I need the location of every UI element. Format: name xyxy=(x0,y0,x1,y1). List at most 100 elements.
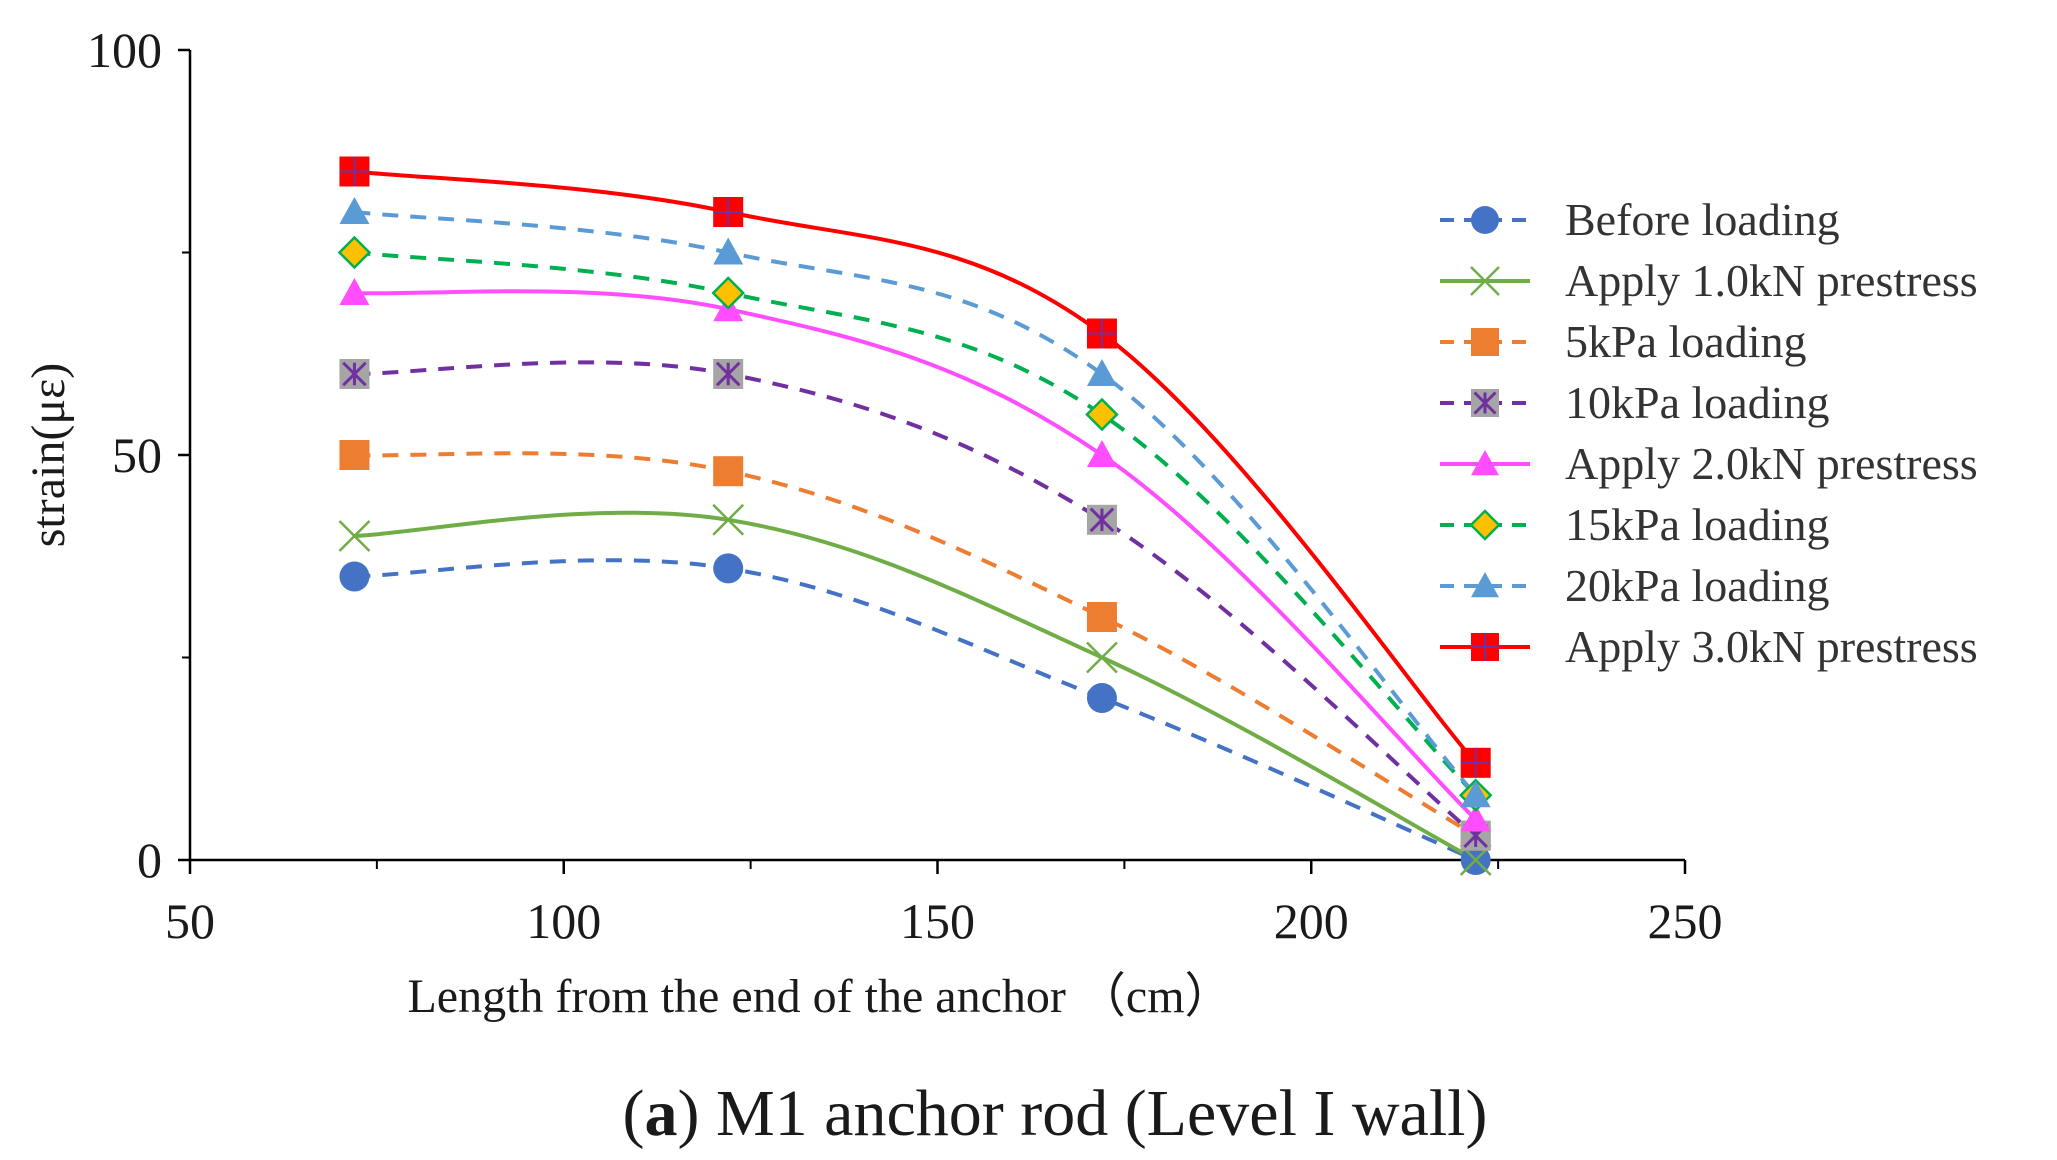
data-point-s7-p2 xyxy=(1086,318,1117,349)
y-axis-title: strain(με) xyxy=(22,363,75,548)
legend-item-5: 15kPa loading xyxy=(1440,499,1829,550)
legend-item-7: Apply 3.0kN prestress xyxy=(1440,621,1978,672)
marker-square xyxy=(1471,328,1499,356)
marker-x-stroke xyxy=(1086,641,1118,674)
legend-marker xyxy=(1470,266,1500,296)
series-line-0 xyxy=(354,558,1477,862)
series-line-6 xyxy=(354,210,1478,797)
marker-diamond xyxy=(337,235,372,270)
legend-item-3: 10kPa loading xyxy=(1440,377,1829,428)
y-tick-label: 100 xyxy=(87,22,162,78)
series-markers xyxy=(337,156,1493,876)
data-point-s6-p0 xyxy=(339,197,370,224)
x-tick-label: 150 xyxy=(900,893,975,949)
marker-x-stroke xyxy=(338,520,371,552)
data-point-s3-p2 xyxy=(1086,504,1117,535)
marker-x-stroke xyxy=(1470,266,1500,296)
y-tick-label: 0 xyxy=(137,832,162,888)
marker-triangle xyxy=(339,278,370,305)
legend-item-4: Apply 2.0kN prestress xyxy=(1440,438,1978,489)
legend-item-1: Apply 1.0kN prestress xyxy=(1440,255,1978,306)
data-point-s2-p1 xyxy=(713,456,744,487)
series-line-3 xyxy=(354,360,1477,838)
legend-label: Apply 3.0kN prestress xyxy=(1565,621,1978,672)
marker-x-stroke xyxy=(712,503,745,536)
data-point-s3-p0 xyxy=(339,359,370,389)
series-line-2 xyxy=(354,451,1477,838)
x-tick-label: 50 xyxy=(165,893,215,949)
marker-diamond xyxy=(1085,397,1119,432)
axes-group xyxy=(178,48,1687,874)
data-point-s6-p2 xyxy=(1086,359,1117,386)
marker-triangle xyxy=(713,237,744,265)
figure-caption: (a) M1 anchor rod (Level I wall) xyxy=(623,1077,1488,1150)
data-point-s1-p0 xyxy=(338,520,371,552)
legend-label: Before loading xyxy=(1565,194,1840,245)
marker-triangle xyxy=(339,197,370,224)
marker-circle xyxy=(1086,683,1117,713)
legend-label: Apply 2.0kN prestress xyxy=(1565,438,1978,489)
legend-label: 5kPa loading xyxy=(1565,316,1806,367)
data-point-s0-p0 xyxy=(339,561,370,592)
marker-triangle xyxy=(1086,359,1117,386)
x-tick-label: 250 xyxy=(1648,893,1723,949)
legend-item-0: Before loading xyxy=(1440,194,1840,245)
legend-marker xyxy=(1471,328,1499,356)
y-tick-label: 50 xyxy=(112,427,162,483)
marker-circle xyxy=(339,561,370,592)
legend-item-2: 5kPa loading xyxy=(1440,316,1806,367)
legend-marker xyxy=(1471,633,1499,661)
marker-triangle xyxy=(1460,780,1491,808)
legend-marker xyxy=(1471,206,1499,234)
data-point-s7-p3 xyxy=(1460,747,1491,778)
data-point-s4-p0 xyxy=(339,278,370,305)
marker-square xyxy=(339,440,370,470)
data-point-s1-p2 xyxy=(1086,641,1118,674)
series-line-5 xyxy=(354,250,1478,797)
data-point-s0-p2 xyxy=(1086,683,1117,713)
data-point-s0-p1 xyxy=(713,553,744,584)
caption-letter: a xyxy=(644,1077,677,1150)
caption-text: ) M1 anchor rod (Level I wall) xyxy=(677,1077,1487,1150)
legend-label: 10kPa loading xyxy=(1565,377,1829,428)
data-point-s5-p1 xyxy=(711,276,745,310)
marker-triangle xyxy=(1471,572,1499,598)
marker-circle xyxy=(713,553,744,584)
data-point-s6-p3 xyxy=(1460,780,1491,808)
data-point-s7-p0 xyxy=(339,156,370,187)
x-axis-title: Length from the end of the anchor （cm） xyxy=(407,970,1232,1023)
data-point-s3-p1 xyxy=(713,359,744,389)
marker-square xyxy=(713,456,744,487)
marker-circle xyxy=(1471,206,1499,234)
data-point-s4-p2 xyxy=(1086,440,1117,467)
series-lines xyxy=(354,169,1478,862)
marker-triangle xyxy=(1471,450,1499,476)
data-point-s4-p3 xyxy=(1460,804,1491,832)
legend-label: Apply 1.0kN prestress xyxy=(1565,255,1978,306)
legend-marker xyxy=(1471,450,1499,476)
data-point-s6-p1 xyxy=(713,237,744,265)
data-point-s7-p1 xyxy=(713,197,744,227)
legend-marker xyxy=(1469,509,1501,541)
legend-item-6: 20kPa loading xyxy=(1440,560,1829,611)
marker-square xyxy=(1086,602,1117,632)
legend-marker xyxy=(1471,572,1499,598)
series-line-4 xyxy=(354,289,1478,821)
series-line-7 xyxy=(354,169,1478,765)
marker-triangle xyxy=(1460,804,1491,832)
marker-diamond xyxy=(711,276,745,310)
data-point-s5-p0 xyxy=(337,235,372,270)
data-point-s2-p2 xyxy=(1086,602,1117,632)
marker-diamond xyxy=(1469,509,1501,541)
data-point-s2-p0 xyxy=(339,440,370,470)
legend-label: 20kPa loading xyxy=(1565,560,1829,611)
x-tick-label: 100 xyxy=(526,893,601,949)
x-tick-label: 200 xyxy=(1274,893,1349,949)
legend: Before loading Apply 1.0kN prestress 5kPa … xyxy=(1440,194,1978,672)
series-line-1 xyxy=(354,510,1477,862)
data-point-s1-p1 xyxy=(712,503,745,536)
caption-prefix: ( xyxy=(623,1077,645,1150)
legend-marker xyxy=(1471,389,1499,417)
